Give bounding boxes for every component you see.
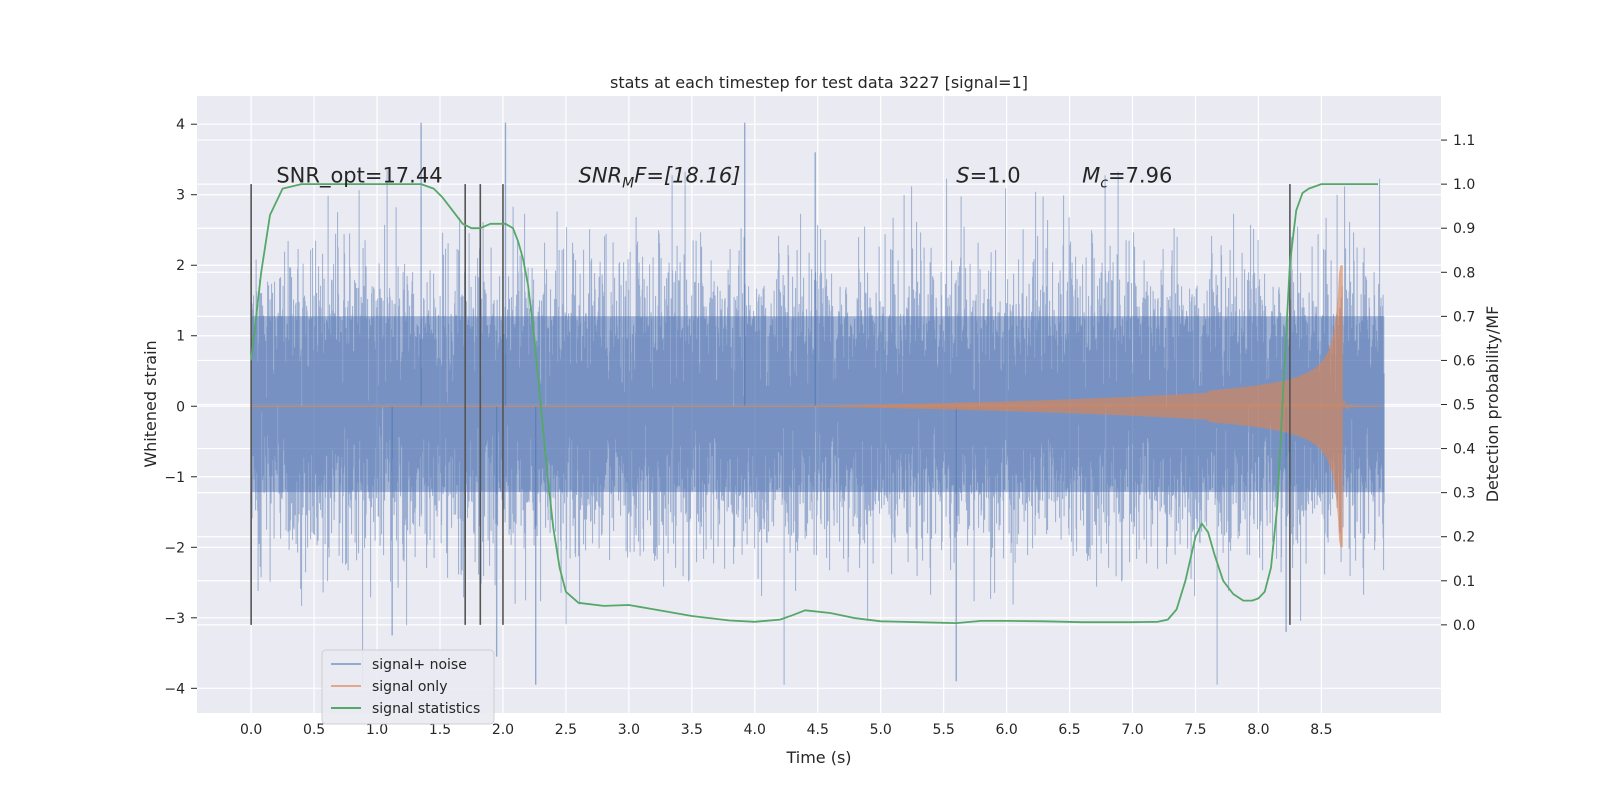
x-tick-label: 2.5 (555, 722, 577, 738)
annotation-0: SNR_opt=17.44 (276, 164, 442, 189)
annotation-symbol: S (956, 164, 969, 188)
annotation-3: Mc=7.96 (1082, 164, 1172, 192)
x-tick-label: 0.0 (240, 722, 262, 738)
x-tick-label: 1.5 (429, 722, 451, 738)
x-tick-label: 4.5 (807, 722, 829, 738)
y-tick-label: −4 (164, 681, 185, 697)
signal-only-series (251, 265, 1381, 548)
y-right-tick-label: 1.0 (1453, 177, 1475, 193)
y-axis-label: Whitened strain (141, 340, 160, 467)
signal-only-envelope (792, 265, 1343, 548)
signal-statistics-line (250, 183, 1378, 624)
x-tick-label: 5.5 (933, 722, 955, 738)
y-tick-label: −2 (164, 540, 185, 556)
legend-box (321, 649, 495, 725)
y-right-tick-label: 0.0 (1453, 618, 1475, 634)
x-tick-label: 8.0 (1247, 722, 1269, 738)
y-right-tick-label: 0.8 (1453, 265, 1475, 281)
annotation-2: S=1.0 (956, 164, 1020, 188)
y-right-tick-label: 0.9 (1453, 221, 1475, 237)
x-tick-label: 6.0 (995, 722, 1017, 738)
x-tick-label: 1.0 (366, 722, 388, 738)
annotation-subscript: M (622, 176, 634, 192)
y-tick-label: −3 (164, 611, 185, 627)
x-tick-label: 7.0 (1121, 722, 1143, 738)
y-right-tick-label: 0.4 (1453, 442, 1475, 458)
y-tick-label: 4 (176, 117, 185, 133)
legend: signal+ noise signal only signal statist… (321, 649, 495, 725)
y-right-tick-label: 0.1 (1453, 574, 1475, 590)
x-axis-label: Time (s) (785, 748, 851, 767)
x-tick-label: 4.0 (744, 722, 766, 738)
y-tick-label: 2 (176, 258, 185, 274)
y-tick-label: 3 (176, 188, 185, 204)
annotation-value: =1.0 (970, 164, 1021, 188)
x-tick-label: 7.5 (1184, 722, 1206, 738)
annotation-value: =7.96 (1108, 164, 1172, 188)
x-tick-label: 5.0 (870, 722, 892, 738)
legend-label-signal-noise: signal+ noise (372, 657, 467, 673)
signal-only-ringdown (1342, 399, 1358, 410)
annotations: SNR_opt=17.44 SNRMF=[18.16] S=1.0 Mc=7.96 (276, 164, 1172, 192)
x-tick-label: 3.0 (618, 722, 640, 738)
annotation-symbol: M (1082, 164, 1100, 188)
vertical-markers (250, 184, 1291, 625)
y-right-tick-label: 0.5 (1453, 398, 1475, 414)
x-tick-label: 6.5 (1058, 722, 1080, 738)
x-tick-label: 8.5 (1310, 722, 1332, 738)
axis-ticks: 0.0 0.5 1.0 1.5 2.0 2.5 3.0 3.5 4.0 4.5 5.0 5.5 6.0 6… (164, 117, 1475, 738)
annotation-subscript: c (1100, 176, 1108, 192)
y-axis-right-label: Detection probability/MF (1483, 306, 1502, 503)
y-right-tick-label: 0.2 (1453, 530, 1475, 546)
x-tick-label: 0.5 (303, 722, 325, 738)
y-tick-label: 0 (176, 399, 185, 415)
y-tick-label: 1 (176, 329, 185, 345)
y-right-tick-label: 0.3 (1453, 486, 1475, 502)
x-tick-label: 2.0 (492, 722, 514, 738)
signal-statistics-series (250, 183, 1378, 624)
y-right-tick-label: 0.6 (1453, 353, 1475, 369)
annotation-1: SNRMF=[18.16] (579, 164, 741, 192)
y-right-tick-label: 0.7 (1453, 309, 1475, 325)
y-tick-label: −1 (164, 470, 185, 486)
y-right-tick-label: 1.1 (1453, 133, 1475, 149)
x-tick-label: 3.5 (681, 722, 703, 738)
legend-label-signal-only: signal only (372, 679, 447, 695)
annotation-symbol: SNR (579, 164, 623, 188)
chart-title: stats at each timestep for test data 322… (610, 73, 1028, 92)
legend-label-signal-statistics: signal statistics (372, 701, 480, 717)
annotation-value: F=[18.16] (634, 164, 740, 188)
